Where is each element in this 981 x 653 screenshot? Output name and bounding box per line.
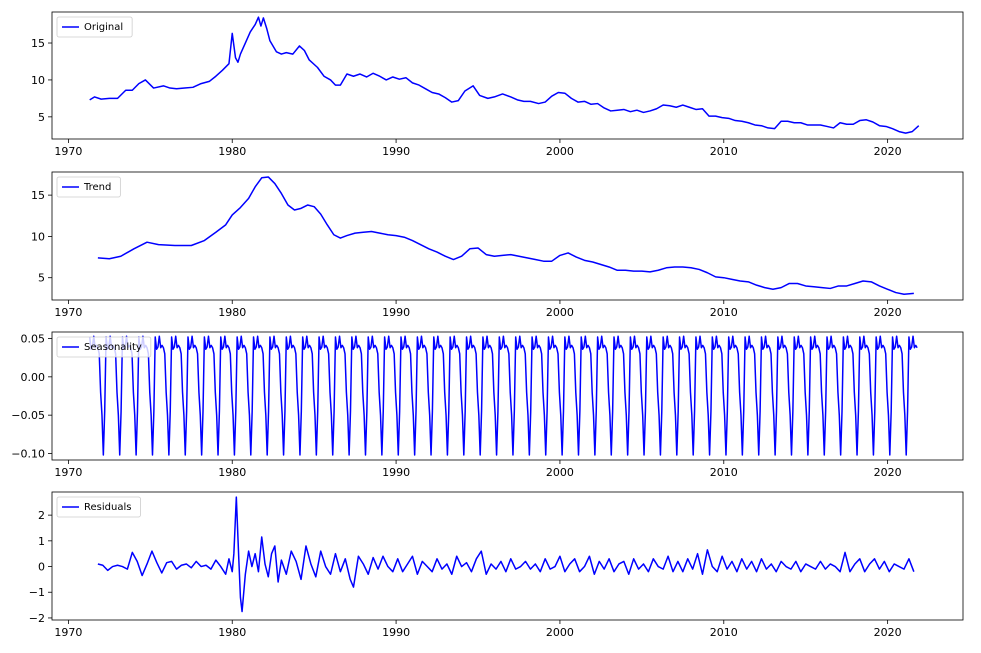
y-tick-label: −2	[29, 612, 45, 625]
y-tick-label: 0	[38, 561, 45, 574]
x-tick-label: 1990	[382, 306, 410, 319]
x-tick-label: 2000	[546, 306, 574, 319]
x-tick-label: 2020	[874, 466, 902, 479]
x-tick-label: 2020	[874, 626, 902, 639]
x-tick-label: 1990	[382, 626, 410, 639]
x-tick-label: 2010	[710, 626, 738, 639]
y-tick-label: −1	[29, 586, 45, 599]
x-tick-label: 2020	[874, 145, 902, 158]
legend: Original	[56, 16, 133, 38]
axes-frame	[51, 491, 964, 621]
y-tick-label: 15	[31, 37, 45, 50]
x-tick-label: 2010	[710, 306, 738, 319]
series-line-original	[89, 16, 920, 134]
legend-label: Seasonality	[84, 342, 142, 353]
legend-label: Original	[84, 22, 123, 33]
axes-frame	[51, 171, 964, 301]
legend-label: Residuals	[84, 502, 131, 513]
y-tick-label: 2	[38, 509, 45, 522]
y-tick-label: 15	[31, 189, 45, 202]
legend: Seasonality	[56, 336, 152, 358]
panel-original: 1970 1980 1990 2000 2010 2020 5 10 15 Original	[31, 11, 964, 158]
x-tick-label: 1970	[54, 145, 82, 158]
x-tick-label: 1970	[54, 626, 82, 639]
legend: Residuals	[56, 496, 141, 518]
x-tick-label: 1970	[54, 306, 82, 319]
legend-box	[56, 176, 121, 198]
legend-box	[56, 16, 133, 38]
x-tick-label: 1980	[218, 626, 246, 639]
panel-trend: 1970 1980 1990 2000 2010 2020 5 10 15 Trend	[31, 171, 964, 319]
x-tick-label: 1980	[218, 466, 246, 479]
y-tick-label: 1	[38, 535, 45, 548]
legend: Trend	[56, 176, 121, 198]
x-tick-label: 1980	[218, 306, 246, 319]
x-tick-label: 1990	[382, 466, 410, 479]
y-tick-label: 10	[31, 74, 45, 87]
series-line-residuals	[97, 496, 915, 613]
y-tick-label: −0.05	[11, 409, 45, 422]
panel-residuals: 1970 1980 1990 2000 2010 2020 2 1 0 −1 −2 Residuals	[29, 491, 964, 639]
legend-box	[56, 336, 152, 358]
y-tick-label: 0.05	[21, 333, 46, 346]
panel-seasonality: 1970 1980 1990 2000 2010 2020 0.05 0.00 −0.05 −0.…	[11, 331, 964, 479]
legend-label: Trend	[83, 182, 111, 193]
series-line-trend	[97, 176, 914, 295]
axes-frame	[51, 11, 964, 140]
y-tick-label: −0.10	[11, 447, 45, 460]
x-tick-label: 2020	[874, 306, 902, 319]
x-tick-label: 2000	[546, 145, 574, 158]
x-tick-label: 1980	[218, 145, 246, 158]
x-tick-label: 1970	[54, 466, 82, 479]
y-tick-label: 5	[38, 272, 45, 285]
x-tick-label: 2000	[546, 626, 574, 639]
legend-box	[56, 496, 141, 518]
y-tick-label: 0.00	[21, 371, 46, 384]
x-tick-label: 2010	[710, 466, 738, 479]
y-tick-label: 5	[38, 111, 45, 124]
y-tick-label: 10	[31, 230, 45, 243]
x-tick-label: 2010	[710, 145, 738, 158]
series-line-seasonality	[88, 335, 918, 456]
x-tick-label: 1990	[382, 145, 410, 158]
x-tick-label: 2000	[546, 466, 574, 479]
axes-frame	[51, 331, 964, 461]
